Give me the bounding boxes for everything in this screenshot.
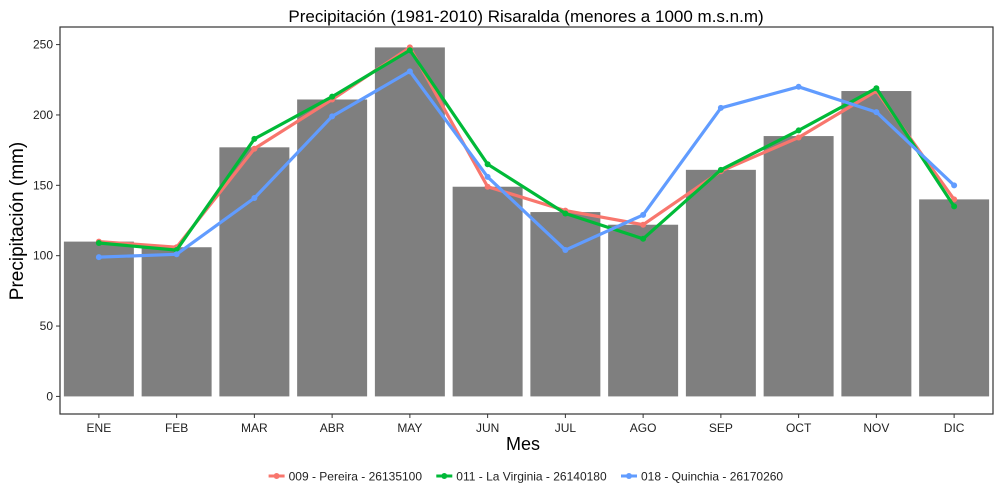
legend-label-3: 018 - Quinchia - 26170260 <box>641 470 783 484</box>
x-tick-label-mar: MAR <box>241 421 268 435</box>
y-axis-label: Precipitación (mm) <box>7 142 28 300</box>
series-3-point-nov <box>873 109 880 116</box>
series-2-point-ene <box>95 240 102 247</box>
series-2-point-jun <box>484 161 491 168</box>
legend-key-point-3 <box>626 473 632 479</box>
series-2-point-ago <box>640 235 647 242</box>
series-2-point-oct <box>795 127 802 134</box>
legend-key-point-1 <box>273 473 280 479</box>
plot-area: 0 50 100 150 200 250 ENE FEB MAR ABR MAY JUN JUL AGO S… <box>33 26 994 435</box>
bar-mar <box>219 147 290 397</box>
legend: 009 - Pereira - 26135100 011 - La Virgini… <box>268 470 783 484</box>
bar-jun <box>452 186 523 397</box>
y-tick-label-0: 0 <box>46 389 53 403</box>
legend-item-3: 018 - Quinchia - 26170260 <box>621 470 783 484</box>
series-1-point-dic <box>951 196 958 203</box>
series-1-point-oct <box>795 134 802 141</box>
x-tick-label-nov: NOV <box>863 421 889 435</box>
series-2-point-jul <box>562 210 569 217</box>
series-3-point-mar <box>251 194 258 201</box>
legend-key-point-2 <box>441 473 448 479</box>
series-3-point-abr <box>329 113 336 120</box>
series-line-3 <box>97 69 956 259</box>
legend-item-1: 009 - Pereira - 26135100 <box>268 470 423 484</box>
bar-ago <box>608 224 679 397</box>
bar-feb <box>141 247 212 397</box>
x-tick-label-ago: AGO <box>630 421 657 435</box>
y-tick-label-50: 50 <box>40 319 54 333</box>
series-3-point-sep <box>717 104 724 111</box>
series-3-point-jun <box>484 173 491 180</box>
legend-label-1: 009 - Pereira - 26135100 <box>289 470 423 484</box>
bar-abr <box>297 99 368 397</box>
x-tick-label-oct: OCT <box>786 421 812 435</box>
series-2-point-may <box>406 47 413 54</box>
series-line-2 <box>97 48 956 252</box>
series-2-point-abr <box>329 93 336 100</box>
x-tick-label-feb: FEB <box>165 421 188 435</box>
series-3-point-jul <box>562 247 569 254</box>
series-1-point-mar <box>251 145 258 152</box>
bar-oct <box>763 136 834 397</box>
series-3-point-may <box>406 68 413 75</box>
series-2-point-nov <box>873 85 880 92</box>
x-tick-label-dic: DIC <box>944 421 965 435</box>
x-tick-label-may: MAY <box>397 421 422 435</box>
y-tick-label-250: 250 <box>33 38 53 52</box>
series-1-point-ago <box>640 221 647 228</box>
bar-dic <box>919 199 990 397</box>
series-2-point-sep <box>717 166 724 173</box>
series-2-point-mar <box>251 135 258 142</box>
bar-may <box>374 47 445 397</box>
y-tick-label-100: 100 <box>33 249 53 263</box>
series-3-point-feb <box>173 251 180 258</box>
x-tick-label-jun: JUN <box>476 421 499 435</box>
chart-title: Precipitación (1981-2010) Risaralda (men… <box>288 7 763 26</box>
bar-sep <box>685 169 756 397</box>
series-3-point-ene <box>95 254 102 261</box>
bar-jul <box>530 212 601 397</box>
series-3-point-dic <box>951 182 958 189</box>
x-axis-label: Mes <box>506 434 540 454</box>
plot-border <box>59 26 994 415</box>
x-tick-label-ene: ENE <box>87 421 112 435</box>
legend-label-2: 011 - La Virginia - 26140180 <box>456 470 607 484</box>
series-line-1 <box>97 45 956 249</box>
y-tick-label-200: 200 <box>33 108 53 122</box>
x-tick-label-sep: SEP <box>709 421 733 435</box>
series-2-point-dic <box>951 203 958 210</box>
bar-nov <box>841 91 912 397</box>
x-tick-label-jul: JUL <box>555 421 577 435</box>
x-tick-label-abr: ABR <box>320 421 345 435</box>
series-3-point-ago <box>640 211 647 218</box>
legend-item-2: 011 - La Virginia - 26140180 <box>436 470 607 484</box>
series-1-point-jun <box>484 183 491 190</box>
series-3-point-oct <box>795 83 802 90</box>
y-tick-label-150: 150 <box>33 178 53 192</box>
bar-ene <box>63 241 134 397</box>
